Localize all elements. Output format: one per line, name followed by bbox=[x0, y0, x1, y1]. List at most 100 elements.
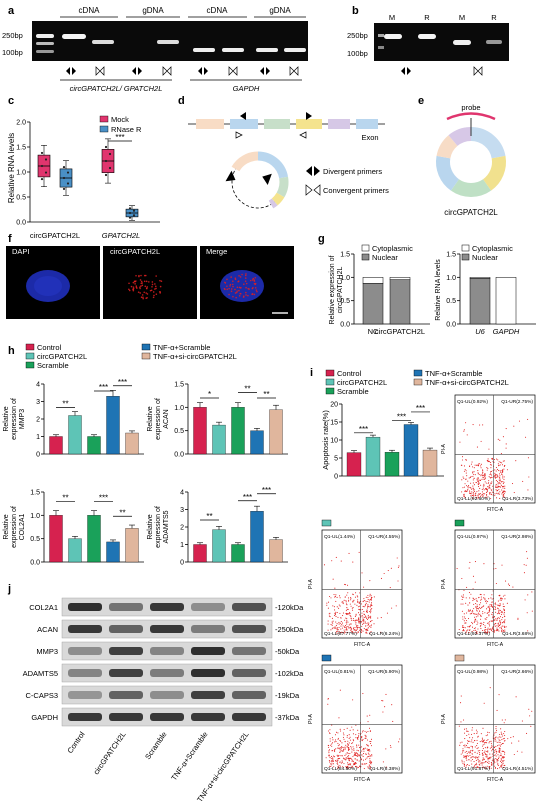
flow-event bbox=[358, 627, 360, 629]
flow-event bbox=[334, 626, 336, 628]
flow-event bbox=[347, 597, 350, 599]
flow-event bbox=[346, 618, 348, 620]
flow-event bbox=[484, 741, 487, 743]
flow-event bbox=[362, 618, 364, 620]
flow-event bbox=[465, 472, 467, 474]
flow-event bbox=[479, 473, 481, 476]
flow-event bbox=[481, 598, 483, 600]
flow-event bbox=[363, 623, 365, 625]
flow-event bbox=[332, 758, 334, 760]
flow-event bbox=[511, 742, 513, 744]
flow-event bbox=[363, 611, 365, 613]
flow-event bbox=[334, 734, 337, 736]
flow-event bbox=[332, 755, 334, 757]
exon-block bbox=[296, 119, 322, 129]
flow-event bbox=[327, 623, 329, 625]
flow-event bbox=[501, 610, 503, 613]
blot-band bbox=[109, 625, 143, 633]
flow-event bbox=[495, 475, 497, 477]
flow-event bbox=[477, 615, 479, 617]
flow-event bbox=[498, 479, 500, 481]
convergent-primer-icon bbox=[235, 131, 243, 139]
fish-signal-dot bbox=[138, 274, 140, 277]
flow-event bbox=[500, 626, 502, 628]
fish-signal-dot bbox=[235, 291, 238, 294]
flow-event bbox=[342, 614, 344, 617]
flow-event bbox=[340, 740, 342, 742]
flow-event bbox=[460, 702, 462, 704]
bar bbox=[125, 528, 139, 563]
blot-band bbox=[109, 647, 143, 655]
flow-event bbox=[484, 766, 486, 768]
flow-event bbox=[364, 737, 366, 739]
flow-event bbox=[485, 761, 487, 763]
flow-event bbox=[491, 603, 493, 605]
flow-event bbox=[504, 620, 506, 622]
flow-event bbox=[367, 604, 369, 606]
flow-event bbox=[503, 465, 505, 467]
quadrant-label: Q1-LL(87.77%) bbox=[324, 631, 357, 637]
flow-event bbox=[471, 729, 473, 731]
flow-event bbox=[478, 597, 480, 599]
flow-event bbox=[345, 603, 347, 605]
flow-event bbox=[467, 610, 469, 612]
flow-event bbox=[462, 748, 464, 750]
y-axis-label: MMP3 bbox=[19, 409, 26, 429]
flow-event bbox=[502, 475, 504, 477]
flow-event bbox=[475, 482, 477, 484]
flow-event bbox=[328, 750, 330, 752]
fish-signal-dot bbox=[140, 296, 143, 299]
flow-event bbox=[366, 763, 368, 765]
lane-label: M bbox=[389, 13, 395, 22]
flow-event bbox=[391, 704, 393, 706]
flow-event bbox=[471, 727, 473, 729]
flow-event bbox=[470, 476, 472, 478]
panel-i-legend: Control circGPATCH2L Scramble TNF-α+Scra… bbox=[325, 369, 509, 396]
flow-event bbox=[362, 693, 364, 695]
exon-arc bbox=[268, 198, 278, 209]
flow-event bbox=[338, 595, 341, 597]
flow-event bbox=[357, 631, 360, 633]
flow-event bbox=[367, 605, 369, 607]
flow-event bbox=[463, 620, 465, 622]
flow-event bbox=[344, 626, 346, 628]
flow-event bbox=[338, 607, 340, 609]
flow-event bbox=[368, 727, 371, 729]
flow-event bbox=[328, 746, 330, 748]
flow-event bbox=[350, 597, 352, 599]
flow-event bbox=[494, 766, 496, 769]
flow-event bbox=[472, 482, 474, 484]
flow-event bbox=[340, 762, 342, 764]
flow-event bbox=[357, 619, 359, 621]
flow-event bbox=[484, 631, 486, 634]
flow-event bbox=[503, 759, 505, 762]
flow-event bbox=[517, 618, 519, 620]
y-axis-label: Relative bbox=[3, 514, 10, 539]
blot-band bbox=[191, 603, 225, 611]
fish-signal-dot bbox=[128, 288, 130, 291]
flow-event bbox=[339, 689, 341, 691]
flow-event bbox=[506, 469, 508, 471]
flow-event bbox=[343, 599, 345, 601]
flow-event bbox=[370, 625, 372, 627]
flow-event bbox=[469, 609, 471, 611]
flow-event bbox=[349, 614, 351, 617]
flow-event bbox=[367, 600, 369, 603]
flow-event bbox=[494, 474, 496, 476]
flow-event bbox=[465, 766, 467, 768]
exon-block bbox=[356, 119, 378, 129]
flow-event bbox=[490, 620, 492, 622]
flow-event bbox=[346, 746, 348, 748]
flow-event bbox=[485, 618, 487, 620]
flow-event bbox=[458, 629, 460, 631]
flow-event bbox=[357, 601, 359, 603]
flow-event bbox=[473, 621, 475, 623]
flow-event bbox=[504, 719, 506, 721]
flow-event bbox=[495, 466, 497, 469]
flow-event bbox=[356, 632, 358, 634]
data-point bbox=[44, 171, 48, 174]
flow-event bbox=[363, 606, 365, 608]
flow-event bbox=[480, 622, 482, 624]
fish-signal-dot bbox=[230, 276, 232, 278]
flow-event bbox=[325, 757, 327, 759]
